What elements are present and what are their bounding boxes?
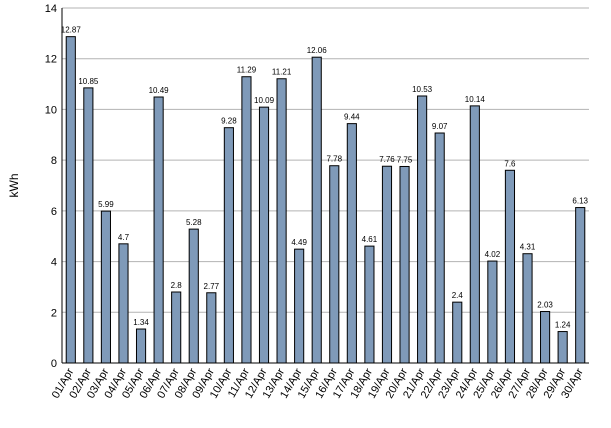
- data-labels: 12.87 10.85 5.99 4.7 1.34 10.49 2.8 5.28 2.77 9.2…: [61, 26, 589, 330]
- data-label: 4.61: [362, 235, 378, 244]
- y-tick-label: 10: [45, 104, 57, 116]
- bar: [188, 228, 199, 364]
- bar: [452, 301, 463, 364]
- bar: [65, 36, 76, 364]
- y-axis-label: kWh: [7, 174, 21, 198]
- data-label: 5.99: [98, 200, 114, 209]
- data-label: 10.53: [412, 85, 433, 94]
- bar: [487, 260, 498, 364]
- data-label: 2.03: [537, 301, 553, 310]
- gridlines: [62, 7, 589, 313]
- data-label: 7.75: [397, 155, 413, 164]
- bar: [118, 243, 129, 364]
- data-label: 11.29: [237, 66, 257, 75]
- data-label: 10.14: [465, 95, 486, 104]
- data-label: 5.28: [186, 218, 202, 227]
- bar: [381, 165, 393, 364]
- data-label: 9.44: [344, 113, 360, 122]
- bars: [65, 36, 586, 364]
- bar: [399, 165, 410, 364]
- bar: [364, 245, 375, 364]
- data-label: 2.8: [171, 281, 183, 290]
- y-axis-ticks: 0 2 4 6 8 10 12 14: [45, 3, 57, 370]
- y-tick-label: 0: [51, 358, 57, 370]
- bar: [223, 127, 234, 364]
- y-tick-label: 8: [51, 155, 57, 167]
- bar: [294, 248, 305, 364]
- y-tick-label: 12: [45, 54, 57, 66]
- bar: [276, 78, 287, 364]
- data-label: 11.21: [272, 68, 292, 77]
- bar: [329, 165, 340, 364]
- y-tick-label: 14: [45, 3, 57, 15]
- y-tick-label: 6: [51, 206, 57, 218]
- data-label: 7.76: [379, 155, 395, 164]
- data-label: 7.78: [326, 155, 342, 164]
- x-axis-ticks: 01/Apr02/Apr03/Apr04/Apr05/Apr06/Apr07/A…: [50, 366, 586, 400]
- bar: [540, 311, 551, 364]
- bar: [575, 207, 586, 364]
- bar: [346, 123, 357, 364]
- bar: [206, 292, 217, 364]
- data-label: 12.06: [307, 46, 328, 55]
- bar: [83, 87, 94, 364]
- bar: [100, 210, 111, 364]
- bar: [171, 291, 182, 364]
- bar: [504, 169, 516, 364]
- data-label: 9.07: [432, 122, 448, 131]
- bar: [311, 56, 322, 364]
- data-label: 1.34: [133, 318, 149, 327]
- data-label: 7.6: [504, 159, 516, 168]
- data-label: 6.13: [572, 197, 588, 206]
- data-label: 10.85: [78, 77, 99, 86]
- bar: [241, 76, 252, 364]
- bar: [434, 132, 445, 364]
- y-tick-label: 4: [51, 257, 57, 269]
- data-label: 10.49: [149, 86, 170, 95]
- bar: [153, 96, 164, 364]
- bar: [258, 106, 270, 364]
- data-label: 1.24: [555, 321, 571, 330]
- data-label: 9.28: [221, 117, 237, 126]
- bar: [469, 105, 480, 364]
- data-label: 12.87: [61, 26, 82, 35]
- data-label: 4.31: [520, 243, 536, 252]
- bar: [135, 328, 147, 364]
- bar: [417, 95, 428, 364]
- data-label: 4.49: [291, 238, 307, 247]
- bar: [522, 253, 533, 364]
- y-tick-label: 2: [51, 307, 57, 319]
- data-label: 2.4: [452, 291, 464, 300]
- data-label: 4.7: [118, 233, 130, 242]
- data-label: 10.09: [254, 96, 275, 105]
- data-label: 4.02: [485, 250, 501, 259]
- bar: [557, 331, 568, 364]
- data-label: 2.77: [204, 282, 220, 291]
